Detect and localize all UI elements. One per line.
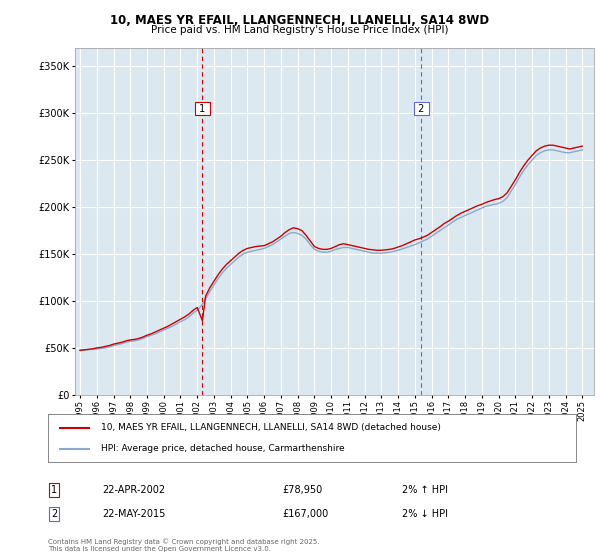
Text: 2: 2 <box>51 509 57 519</box>
Text: HPI: Average price, detached house, Carmarthenshire: HPI: Average price, detached house, Carm… <box>101 444 344 453</box>
Text: 10, MAES YR EFAIL, LLANGENNECH, LLANELLI, SA14 8WD: 10, MAES YR EFAIL, LLANGENNECH, LLANELLI… <box>110 14 490 27</box>
Text: 2% ↑ HPI: 2% ↑ HPI <box>402 485 448 495</box>
Text: Contains HM Land Registry data © Crown copyright and database right 2025.
This d: Contains HM Land Registry data © Crown c… <box>48 539 320 552</box>
Text: £167,000: £167,000 <box>282 509 328 519</box>
Text: 22-APR-2002: 22-APR-2002 <box>102 485 165 495</box>
Text: 1: 1 <box>51 485 57 495</box>
Text: Price paid vs. HM Land Registry's House Price Index (HPI): Price paid vs. HM Land Registry's House … <box>151 25 449 35</box>
Text: 1: 1 <box>196 104 209 114</box>
Text: 2% ↓ HPI: 2% ↓ HPI <box>402 509 448 519</box>
Text: 10, MAES YR EFAIL, LLANGENNECH, LLANELLI, SA14 8WD (detached house): 10, MAES YR EFAIL, LLANGENNECH, LLANELLI… <box>101 423 440 432</box>
Text: 22-MAY-2015: 22-MAY-2015 <box>102 509 166 519</box>
Text: 2: 2 <box>415 104 427 114</box>
Text: £78,950: £78,950 <box>282 485 322 495</box>
